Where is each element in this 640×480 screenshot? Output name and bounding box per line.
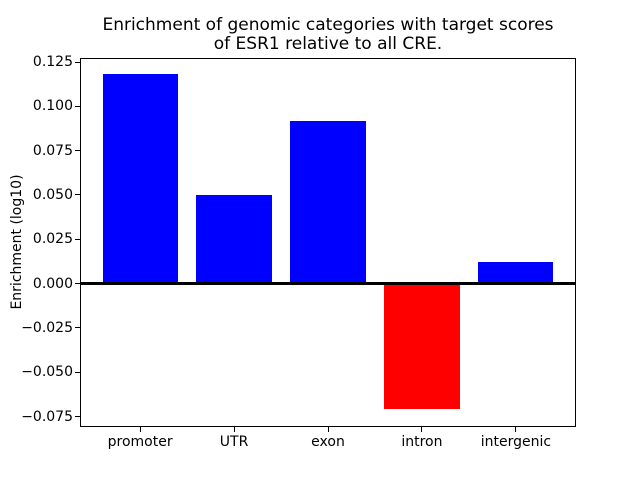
y-tick-mark (75, 283, 80, 285)
chart-title-line-1: Enrichment of genomic categories with ta… (102, 15, 554, 35)
bar-exon (290, 120, 366, 284)
bar-promoter (102, 74, 178, 284)
x-tick-mark (139, 427, 141, 433)
y-tick-label: 0.025 (32, 231, 73, 248)
y-tick-mark (75, 150, 80, 152)
y-tick-mark (75, 105, 80, 107)
x-tick-label-UTR: UTR (219, 434, 249, 451)
x-tick-label-intergenic: intergenic (480, 434, 552, 451)
bar-UTR (196, 194, 272, 284)
y-tick-mark (75, 327, 80, 329)
y-tick-mark (75, 238, 80, 240)
y-tick-label: 0.100 (32, 98, 73, 115)
bar-intron (384, 283, 460, 410)
y-tick-label: 0.000 (32, 275, 73, 292)
chart-title: Enrichment of genomic categories with ta… (80, 16, 576, 54)
x-tick-mark (233, 427, 235, 433)
bar-intergenic (478, 262, 554, 284)
y-tick-label: −0.025 (21, 319, 73, 336)
x-tick-mark (421, 427, 423, 433)
y-tick-label: 0.125 (32, 54, 73, 71)
y-tick-label: 0.050 (32, 186, 73, 203)
plot-area (80, 57, 576, 428)
y-tick-label: −0.050 (21, 364, 73, 381)
chart-title-line-2: of ESR1 relative to all CRE. (213, 34, 443, 54)
x-tick-label-intron: intron (401, 434, 443, 451)
x-tick-label-exon: exon (311, 434, 345, 451)
y-tick-mark (75, 194, 80, 196)
y-tick-label: −0.075 (21, 408, 73, 425)
x-tick-label-promoter: promoter (107, 434, 173, 451)
zero-baseline (80, 282, 576, 286)
x-tick-mark (327, 427, 329, 433)
y-tick-mark (75, 416, 80, 418)
y-tick-mark (75, 61, 80, 63)
y-tick-label: 0.075 (32, 142, 73, 159)
y-tick-mark (75, 371, 80, 373)
x-tick-mark (515, 427, 517, 433)
